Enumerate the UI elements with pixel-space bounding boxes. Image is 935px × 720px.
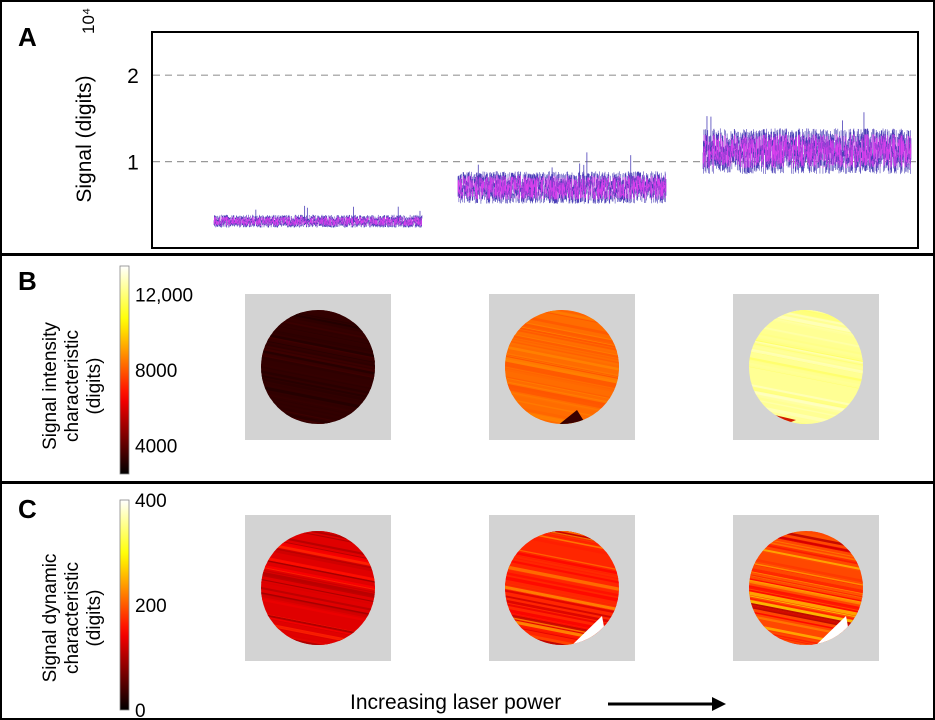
panel-c-letter: C — [18, 494, 37, 524]
panel-b-letter: B — [18, 266, 37, 296]
y-tick-label: 2 — [127, 65, 139, 88]
panel-b-colorbar-title: Signal intensity characteristic (digits) — [40, 301, 106, 471]
panel-divider-ab — [0, 253, 935, 256]
panel-divider-bc — [0, 481, 935, 484]
panel-c-title-line-1: Signal dynamic — [40, 553, 61, 683]
panel-b-title-line-1: Signal intensity — [40, 322, 61, 450]
signal-trace — [457, 152, 667, 204]
signal-trace — [702, 112, 912, 175]
panel-c-title-line-3: (digits) — [84, 589, 105, 647]
panel-b-title-line-3: (digits) — [84, 357, 105, 415]
panel-a-letter: A — [18, 22, 37, 52]
panel-a-chart: 12 — [127, 31, 919, 249]
y-tick-label: 1 — [127, 152, 139, 175]
panel-b-title-line-2: characteristic — [62, 330, 83, 442]
plot-area — [151, 31, 919, 249]
signal-trace — [213, 205, 423, 228]
panel-c-title-line-2: characteristic — [62, 562, 83, 674]
caption-increasing-laser-power: Increasing laser power — [350, 691, 562, 714]
panel-c-colorbar-title: Signal dynamic characteristic (digits) — [40, 533, 106, 703]
